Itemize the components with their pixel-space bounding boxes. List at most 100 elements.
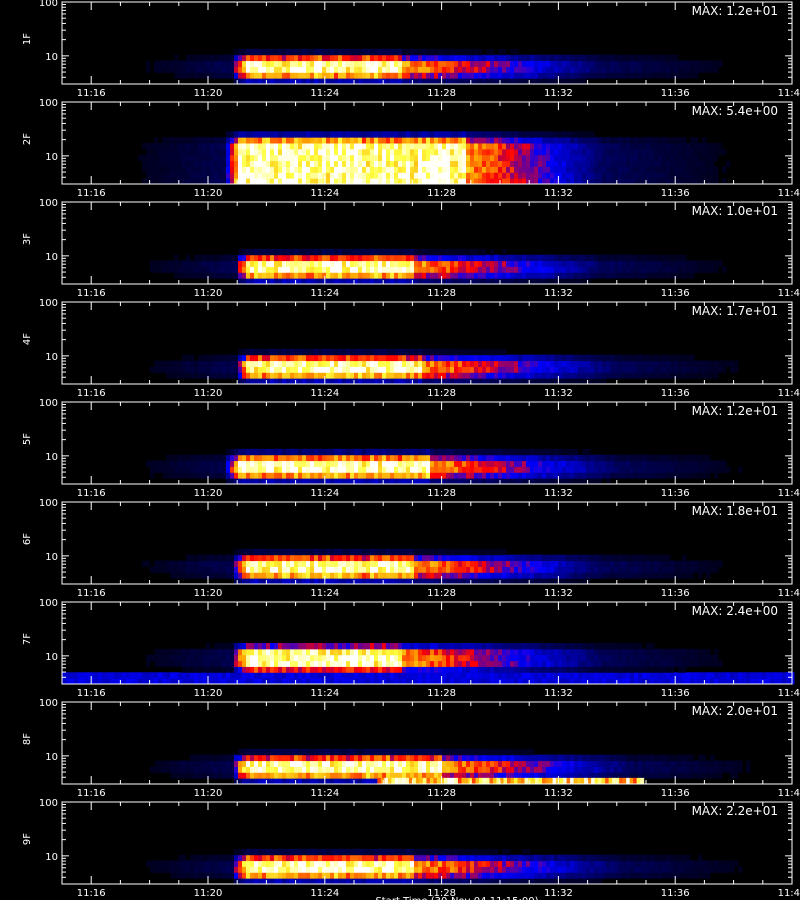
heatmap-cell: [590, 166, 595, 173]
heatmap-cell: [326, 460, 331, 467]
heatmap-cell: [662, 160, 667, 167]
heatmap-cell: [654, 54, 659, 62]
heatmap-cell: [454, 466, 459, 473]
heatmap-cell: [154, 60, 159, 67]
heatmap-cell: [418, 131, 423, 138]
heatmap-cell: [522, 131, 527, 138]
heatmap-cell: [566, 160, 571, 167]
heatmap-cell: [434, 266, 439, 273]
heatmap-cell: [514, 266, 519, 273]
heatmap-cell: [558, 460, 563, 467]
heatmap-cell: [466, 448, 471, 456]
heatmap-cell: [326, 566, 331, 573]
heatmap-cell: [278, 160, 283, 167]
heatmap-cell: [358, 572, 363, 579]
heatmap-cell: [370, 72, 375, 79]
heatmap-cell: [242, 354, 247, 362]
heatmap-cell: [386, 148, 391, 156]
heatmap-cell: [298, 354, 303, 362]
panel-1f: 1010011:1611:2011:2411:2811:3211:3611:40…: [22, 0, 800, 99]
heatmap-cell: [326, 454, 331, 462]
heatmap-cell: [386, 572, 391, 579]
heatmap-cell: [618, 160, 623, 167]
heatmap-cell: [266, 166, 271, 173]
heatmap-cell: [170, 166, 175, 173]
heatmap-cell: [550, 254, 555, 262]
heatmap-cell: [402, 266, 407, 273]
heatmap-cell: [342, 66, 347, 73]
heatmap-cell: [602, 54, 607, 62]
heatmap-cell: [410, 143, 415, 150]
heatmap-cell: [170, 454, 175, 462]
heatmap-cell: [330, 160, 335, 167]
heatmap-cell: [158, 160, 163, 167]
heatmap-cell: [250, 260, 255, 267]
heatmap-cell: [662, 254, 667, 262]
heatmap-cell: [310, 366, 315, 373]
heatmap-cell: [502, 266, 507, 273]
heatmap-cell: [366, 478, 371, 485]
heatmap-cell: [486, 366, 491, 373]
heatmap-cell: [390, 172, 395, 179]
heatmap-cell: [350, 166, 355, 173]
heatmap-cell: [402, 354, 407, 362]
heatmap-cell: [334, 472, 339, 479]
heatmap-cell: [410, 137, 415, 144]
heatmap-cell: [406, 260, 411, 267]
y-tick-label: 10: [45, 452, 58, 463]
heatmap-cell: [358, 137, 363, 144]
heatmap-cell: [578, 131, 583, 138]
heatmap-cell: [314, 248, 319, 256]
heatmap-cell: [678, 260, 683, 267]
heatmap-cell: [330, 354, 335, 362]
heatmap-cell: [214, 366, 219, 373]
heatmap-cell: [262, 348, 267, 356]
heatmap-cell: [462, 54, 467, 62]
heatmap-cell: [366, 172, 371, 179]
heatmap-cell: [458, 466, 463, 473]
heatmap-cell: [390, 354, 395, 362]
heatmap-cell: [254, 272, 259, 279]
heatmap-cell: [314, 148, 319, 156]
heatmap-cell: [342, 360, 347, 367]
heatmap-cell: [462, 260, 467, 267]
heatmap-cell: [530, 148, 535, 156]
heatmap-cell: [518, 143, 523, 150]
heatmap-cell: [378, 578, 383, 585]
heatmap-cell: [350, 172, 355, 179]
heatmap-cell: [274, 466, 279, 473]
heatmap-cell: [290, 372, 295, 379]
heatmap-cell: [186, 72, 191, 79]
heatmap-cell: [358, 60, 363, 67]
heatmap-cell: [414, 354, 419, 362]
heatmap-cell: [674, 272, 679, 279]
heatmap-cell: [238, 172, 243, 179]
heatmap-cell: [250, 254, 255, 262]
heatmap-cell: [514, 137, 519, 144]
heatmap-cell: [270, 454, 275, 462]
heatmap-cell: [430, 348, 435, 356]
heatmap-cell: [226, 448, 231, 456]
heatmap-cell: [398, 148, 403, 156]
heatmap-cell: [418, 248, 423, 256]
heatmap-cell: [610, 260, 615, 267]
heatmap-cell: [334, 372, 339, 379]
heatmap-cell: [250, 466, 255, 473]
heatmap-cell: [226, 254, 231, 262]
heatmap-cell: [582, 154, 587, 162]
heatmap-cell: [550, 366, 555, 373]
heatmap-cell: [558, 272, 563, 279]
heatmap-cell: [554, 166, 559, 173]
heatmap-cell: [454, 348, 459, 356]
heatmap-cell: [582, 278, 587, 285]
heatmap-cell: [594, 472, 599, 479]
heatmap-cell: [270, 48, 275, 56]
heatmap-cell: [446, 578, 451, 585]
heatmap-cell: [506, 448, 511, 456]
heatmap-cell: [522, 254, 527, 262]
heatmap-cell: [666, 260, 671, 267]
heatmap-cell: [410, 266, 415, 273]
heatmap-cell: [514, 48, 519, 56]
heatmap-cell: [146, 172, 151, 179]
heatmap-cell: [266, 478, 271, 485]
